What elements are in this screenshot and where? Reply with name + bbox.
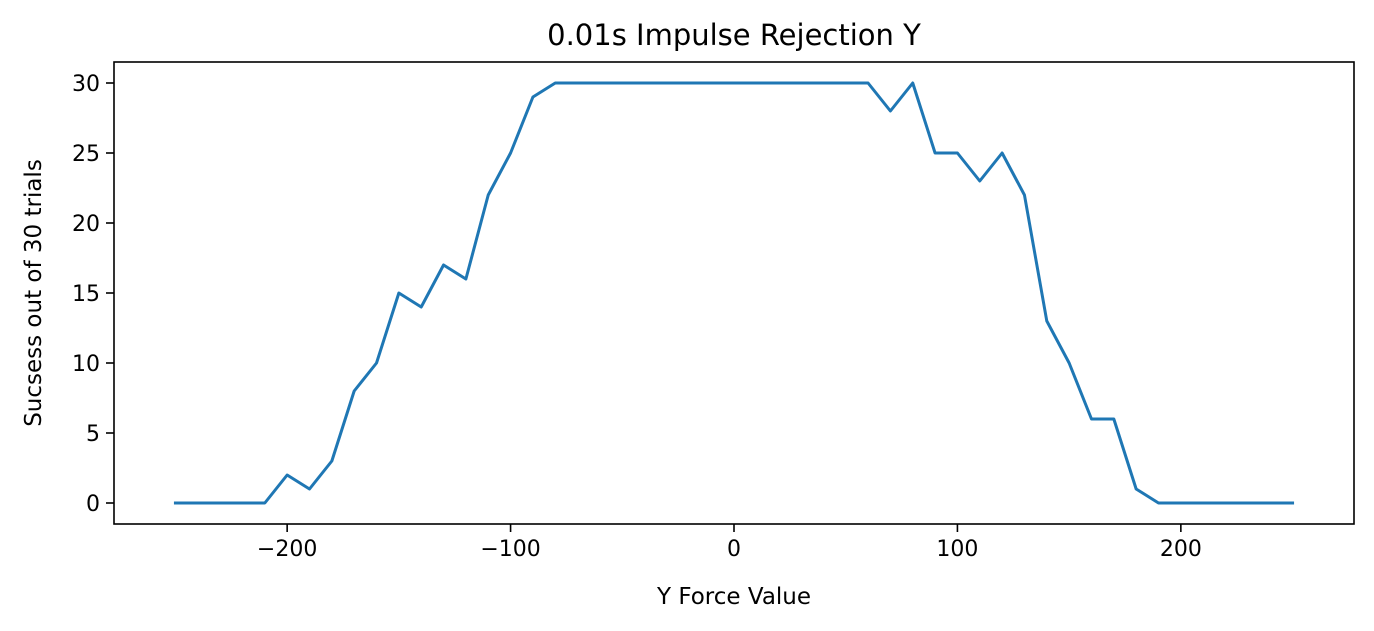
x-tick-label: −200 — [257, 537, 317, 562]
y-tick-label: 5 — [86, 422, 100, 447]
series-line — [173, 81, 1295, 505]
x-axis-label: Y Force Value — [656, 584, 811, 610]
axis-ticks: −200 −100 0 100 200 0 5 10 15 20 25 30 — [72, 72, 1202, 562]
y-tick-label: 30 — [72, 72, 100, 97]
chart-title: 0.01s Impulse Rejection Y — [547, 18, 921, 52]
x-tick-label: 0 — [727, 537, 741, 562]
x-tick-label: −100 — [480, 537, 540, 562]
plot-area-frame — [113, 61, 1355, 525]
y-tick-label: 15 — [72, 282, 100, 307]
y-tick-label: 10 — [72, 352, 100, 377]
y-tick-label: 0 — [86, 492, 100, 517]
y-tick-label: 25 — [72, 142, 100, 167]
x-tick-label: 100 — [936, 537, 978, 562]
y-tick-label: 20 — [72, 212, 100, 237]
x-tick-label: 200 — [1160, 537, 1202, 562]
series-layer — [173, 81, 1295, 505]
y-axis-label: Sucsess out of 30 trials — [21, 159, 47, 427]
